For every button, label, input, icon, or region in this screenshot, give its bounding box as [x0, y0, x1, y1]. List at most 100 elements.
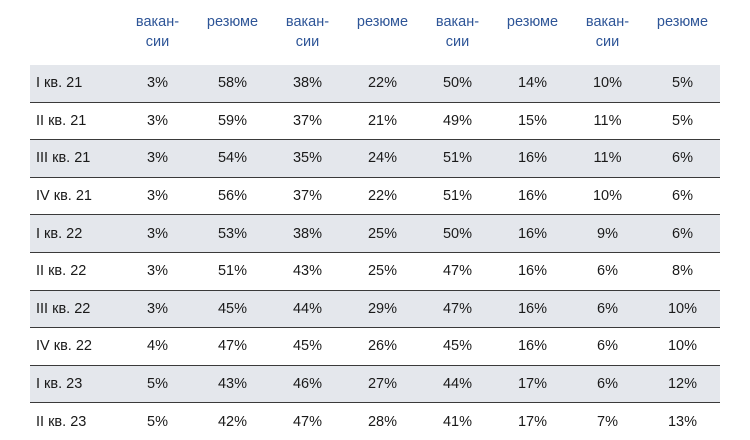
table-cell: 38% — [270, 214, 345, 253]
table-cell: 45% — [270, 327, 345, 366]
row-label: I кв. 23 — [30, 365, 120, 404]
column-header: вакан- сии — [285, 14, 330, 50]
table-cell: 53% — [195, 214, 270, 253]
table-cell: 10% — [570, 64, 645, 103]
table-cell: 5% — [120, 365, 195, 404]
table-cell: 6% — [645, 214, 720, 253]
table-cell: 3% — [120, 139, 195, 178]
table-cell: 37% — [270, 177, 345, 216]
column-header: резюме — [206, 14, 259, 30]
table-cell: 10% — [645, 327, 720, 366]
table-cell: 6% — [645, 139, 720, 178]
table-cell: 16% — [495, 290, 570, 329]
table-cell: 3% — [120, 290, 195, 329]
column-header: вакан- сии — [135, 14, 180, 50]
table-cell: 13% — [667, 413, 698, 430]
table-cell: 17% — [517, 413, 548, 430]
table-cell: 5% — [645, 64, 720, 103]
table-cell: 49% — [420, 102, 495, 141]
column-header: вакан- сии — [585, 14, 630, 50]
table-row: I кв. 21 3% 58% 38% 22% 50% 14% 10% 5% — [30, 64, 720, 103]
column-header: резюме — [356, 14, 409, 30]
header-corner — [30, 12, 120, 65]
table-cell: 47% — [420, 290, 495, 329]
table-cell: 6% — [570, 252, 645, 291]
table-cell: 41% — [442, 413, 473, 430]
table-cell: 15% — [495, 102, 570, 141]
table-cell: 35% — [270, 139, 345, 178]
table-cell: 28% — [367, 413, 398, 430]
table-cell: 50% — [420, 214, 495, 253]
row-label: IV кв. 22 — [30, 327, 120, 366]
table-cell: 44% — [270, 290, 345, 329]
table-cell: 46% — [270, 365, 345, 404]
table-cell: 51% — [195, 252, 270, 291]
table-cell: 42% — [217, 413, 248, 430]
table-cell: 27% — [345, 365, 420, 404]
table-cell: 17% — [495, 365, 570, 404]
table-body: I кв. 21 3% 58% 38% 22% 50% 14% 10% 5% II кв. 21 3… — [30, 64, 720, 440]
table-cell: 11% — [570, 102, 645, 141]
table-cell: 5% — [147, 413, 168, 430]
row-label: II кв. 21 — [30, 102, 120, 141]
column-header: резюме — [656, 14, 709, 30]
table-cell: 47% — [420, 252, 495, 291]
row-label: IV кв. 21 — [30, 177, 120, 216]
table-cell: 51% — [420, 139, 495, 178]
table-cell: 6% — [570, 327, 645, 366]
table-cell: 3% — [120, 102, 195, 141]
table-cell: 50% — [420, 64, 495, 103]
table-cell: 37% — [270, 102, 345, 141]
row-label: I кв. 21 — [30, 64, 120, 103]
table-cell: 45% — [420, 327, 495, 366]
table-cell: 22% — [345, 64, 420, 103]
row-label: II кв. 22 — [30, 252, 120, 291]
table-cell: 3% — [120, 177, 195, 216]
table-figure: вакан- сии резюме вакан- сии резюме вака… — [30, 14, 720, 430]
row-label: I кв. 22 — [30, 214, 120, 253]
table-cell: 3% — [120, 64, 195, 103]
table-cell: 25% — [345, 214, 420, 253]
table-cell: 10% — [570, 177, 645, 216]
table-row: III кв. 21 3% 54% 35% 24% 51% 16% 11% 6% — [30, 139, 720, 178]
table-cell: 16% — [495, 214, 570, 253]
table-cell: 43% — [270, 252, 345, 291]
table-row: IV кв. 22 4% 47% 45% 26% 45% 16% 6% 10% — [30, 327, 720, 366]
table-cell: 6% — [570, 365, 645, 404]
table-cell: 3% — [120, 252, 195, 291]
table-row: I кв. 22 3% 53% 38% 25% 50% 16% 9% 6% — [30, 214, 720, 253]
table-row: II кв. 21 3% 59% 37% 21% 49% 15% 11% 5% — [30, 102, 720, 141]
table-cell: 47% — [195, 327, 270, 366]
table-cell: 6% — [645, 177, 720, 216]
table-cell: 47% — [292, 413, 323, 430]
row-label: III кв. 21 — [30, 139, 120, 178]
table-cell: 54% — [195, 139, 270, 178]
table-cell: 16% — [495, 139, 570, 178]
table-cell: 11% — [570, 139, 645, 178]
table-cell: 56% — [195, 177, 270, 216]
table-cell: 10% — [645, 290, 720, 329]
data-table: вакан- сии резюме вакан- сии резюме вака… — [30, 12, 720, 440]
table-cell: 29% — [345, 290, 420, 329]
table-row: I кв. 23 5% 43% 46% 27% 44% 17% 6% 12% — [30, 365, 720, 404]
column-header: вакан- сии — [435, 14, 480, 50]
table-cell: 16% — [495, 177, 570, 216]
table-cell: 16% — [495, 327, 570, 366]
row-label: III кв. 22 — [30, 290, 120, 329]
table-cell: 24% — [345, 139, 420, 178]
table-cell: 5% — [645, 102, 720, 141]
table-cell: 14% — [495, 64, 570, 103]
table-cell: 58% — [195, 64, 270, 103]
table-cell: 9% — [570, 214, 645, 253]
table-cell: 25% — [345, 252, 420, 291]
table-row: II кв. 23 5% 42% 47% 28% 41% 17% 7% 13% — [30, 403, 720, 440]
table-cell: 45% — [195, 290, 270, 329]
header-row: вакан- сии резюме вакан- сии резюме вака… — [30, 12, 720, 65]
table-cell: 12% — [645, 365, 720, 404]
table-cell: 51% — [420, 177, 495, 216]
table-cell: 26% — [345, 327, 420, 366]
table-cell: 16% — [495, 252, 570, 291]
table-cell: 43% — [195, 365, 270, 404]
table-cell: 7% — [597, 413, 618, 430]
table-row: IV кв. 21 3% 56% 37% 22% 51% 16% 10% 6% — [30, 177, 720, 216]
